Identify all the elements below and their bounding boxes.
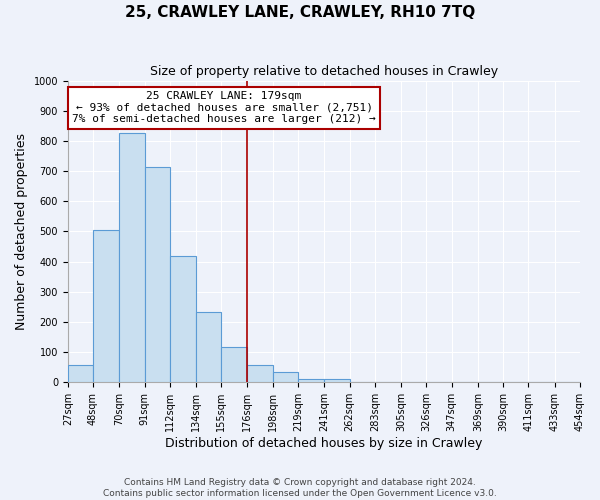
Text: 25 CRAWLEY LANE: 179sqm
← 93% of detached houses are smaller (2,751)
7% of semi-: 25 CRAWLEY LANE: 179sqm ← 93% of detache…: [72, 91, 376, 124]
Bar: [247, 365, 273, 382]
Bar: [273, 372, 298, 382]
Bar: [68, 365, 93, 382]
Bar: [145, 167, 170, 382]
Text: Contains HM Land Registry data © Crown copyright and database right 2024.
Contai: Contains HM Land Registry data © Crown c…: [103, 478, 497, 498]
Bar: [325, 378, 350, 382]
Bar: [170, 256, 196, 382]
Bar: [93, 230, 119, 382]
Bar: [298, 378, 325, 382]
Bar: [119, 134, 145, 382]
Title: Size of property relative to detached houses in Crawley: Size of property relative to detached ho…: [150, 65, 498, 78]
Text: 25, CRAWLEY LANE, CRAWLEY, RH10 7TQ: 25, CRAWLEY LANE, CRAWLEY, RH10 7TQ: [125, 5, 475, 20]
Bar: [196, 312, 221, 382]
X-axis label: Distribution of detached houses by size in Crawley: Distribution of detached houses by size …: [165, 437, 482, 450]
Y-axis label: Number of detached properties: Number of detached properties: [15, 133, 28, 330]
Bar: [221, 346, 247, 382]
